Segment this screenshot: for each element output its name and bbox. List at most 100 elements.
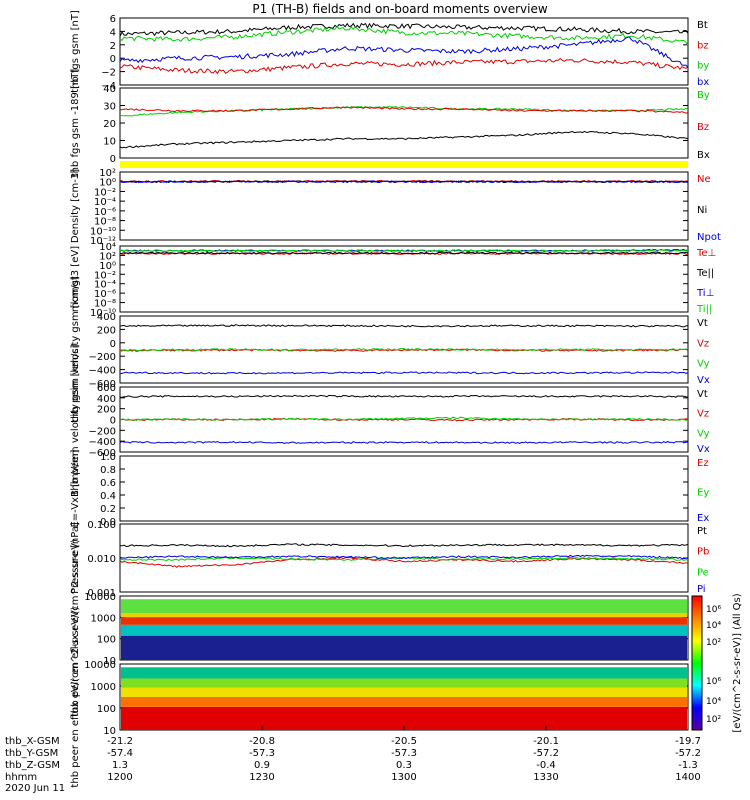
x-tick-xgsm: -20.5 [391,736,417,747]
legend-ti: Ti|| [696,304,712,315]
legend-bx: Bx [697,150,710,161]
y-tick-label: 10 [103,726,116,737]
y-tick-label: 1000 [91,613,116,624]
panel-5: thb peim velocity gsm [km/s] 4002000−200−… [70,276,710,423]
legend-vz: Vz [697,409,709,420]
series-vt-line [119,394,689,398]
series-pi-line [119,554,688,560]
y-tick-label: 0.0 [100,517,116,528]
series-ti-line [119,249,689,253]
x-tick-zgsm: 0.3 [396,760,412,771]
panel-ylabel: thb peer en eflux eV/(cm^2-s-sr-eV) [70,606,81,787]
panel-frame [119,171,689,241]
x-tick-zgsm: -1.3 [678,760,698,771]
colorbar-bar [691,595,703,731]
panel-8: Pressure [nPa] 0.100 0.010 0.001 Pt Pb Pe Pi [70,520,709,599]
x-tick-hhmm: 1230 [249,772,274,783]
panel-ylabel-text: Pressure [nPa] [70,522,81,594]
y-tick-label: −4 [101,81,116,92]
y-tick-label: 0.2 [100,504,116,515]
colorbar-tick-label: 10² [706,715,721,725]
series-by-line [119,25,689,46]
legend-ni: Ni [697,205,707,216]
y-tick-label: 40 [103,84,116,95]
colorbar-tick-label: 10⁶ [706,605,721,615]
legend-ex: Ex [697,513,709,524]
panel-1: thb fgs gsm [nT] 6 4 2 0 −2 −4 Bt bz by bx [70,10,709,93]
panel-ylabel: E=-VxB [mV/m] [70,449,81,527]
spectrogram-band [121,624,687,636]
legend-vt: Vt [697,318,708,329]
legend-ez: Ez [697,458,709,469]
y-tick-label: 10 [103,656,116,667]
legend-npot: Npot [697,232,721,243]
panel-2: thb fgs gsm -189 [nT] 40 30 20 10 0 By Bz Bx [70,69,710,178]
series-vx-line [119,440,689,445]
panel-4: momgt3 [eV] 10⁴10²10⁰10⁻²10⁻⁴10⁻⁶10⁻⁸10⁻¹… [70,242,716,319]
panel-frame [119,315,689,384]
y-tick-label: 10⁻⁸ [94,217,116,228]
y-tick-label: −2 [101,68,116,79]
panel-ylabel-text: E=-VxB [mV/m] [70,449,81,527]
y-tick-label: 10⁻¹⁰ [90,226,116,237]
legend-vt: Vt [697,389,708,400]
x-tick-ygsm: -57.2 [533,748,559,759]
y-tick-label: 10² [99,168,116,179]
legend-bz: Bz [697,122,709,133]
series-bx-line [119,36,689,68]
legend-te: Te|| [696,268,714,279]
y-tick-label: 0.001 [87,588,116,599]
legend-by: by [697,61,709,72]
figure-title: P1 (TH-B) fields and on-board moments ov… [252,2,548,16]
legend-vx: Vx [697,444,710,455]
panel-ylabel: Density [cm-3] [70,169,81,243]
y-tick-label: 10⁴ [99,242,116,253]
legend-bt: Bt [697,20,708,31]
y-tick-label: 10⁻⁴ [94,280,116,291]
x-tick-zgsm: 1.3 [112,760,128,771]
panel-3: Density [cm-3] 10²10⁰10⁻²10⁻⁴10⁻⁶10⁻⁸10⁻¹… [70,168,721,247]
legend-vz: Vz [697,338,709,349]
series-npot-line [119,180,688,184]
panel-ylabel-text: thb peir en eflux eV/(cm^2-s-sr-eV) [70,539,81,717]
y-tick-label: 200 [97,405,116,416]
legend-pi: Pi [697,584,706,595]
x-tick-hhmm: 1300 [391,772,416,783]
y-tick-label: 10⁻² [94,270,116,281]
y-tick-label: −600 [89,448,116,459]
x-tick-xgsm: -19.7 [675,736,701,747]
spectrogram-band [121,613,687,618]
y-tick-label: −200 [89,426,116,437]
panel-ylabel-text: thb fgs gsm -189 [nT] [70,69,81,178]
panel-ylabel: thb fgs gsm [nT] [70,10,81,93]
y-tick-label: −400 [89,437,116,448]
xaxis-row-label: hhmm [5,772,37,783]
y-tick-label: 0.4 [100,491,116,502]
series-te-line [119,252,688,255]
panel-ylabel-text: thb peem velocity gsm [km/s] [70,344,81,494]
spectrogram-band [121,697,687,707]
series-bt-line [119,22,689,37]
panel-ylabel: thb peim velocity gsm [km/s] [70,276,81,423]
y-tick-label: 0.6 [100,478,116,489]
series-bx-line [119,130,689,149]
series-vt-line [119,324,689,328]
legend-by: By [697,90,710,101]
series-vx-line [119,371,689,375]
y-tick-label: 10 [103,137,116,148]
y-tick-label: 100 [97,704,116,715]
y-tick-label: 0 [110,54,116,65]
panel-frame [119,455,689,522]
legend-bz: bz [697,40,709,51]
legend-bx: bx [697,77,709,88]
y-tick-label: 10⁻¹⁰ [90,308,116,319]
panel-ylabel-text: thb peer en eflux eV/(cm^2-s-sr-eV) [70,606,81,787]
y-tick-label: 10⁻² [94,187,116,198]
x-tick-hhmm: 1330 [533,772,558,783]
panel-frame [119,17,689,86]
y-tick-label: −400 [89,366,116,377]
panel-10: thb peer en eflux eV/(cm^2-s-sr-eV) 1000 0… [70,606,689,788]
legend-pt: Pt [697,526,707,537]
y-tick-label: 1.0 [100,452,116,463]
